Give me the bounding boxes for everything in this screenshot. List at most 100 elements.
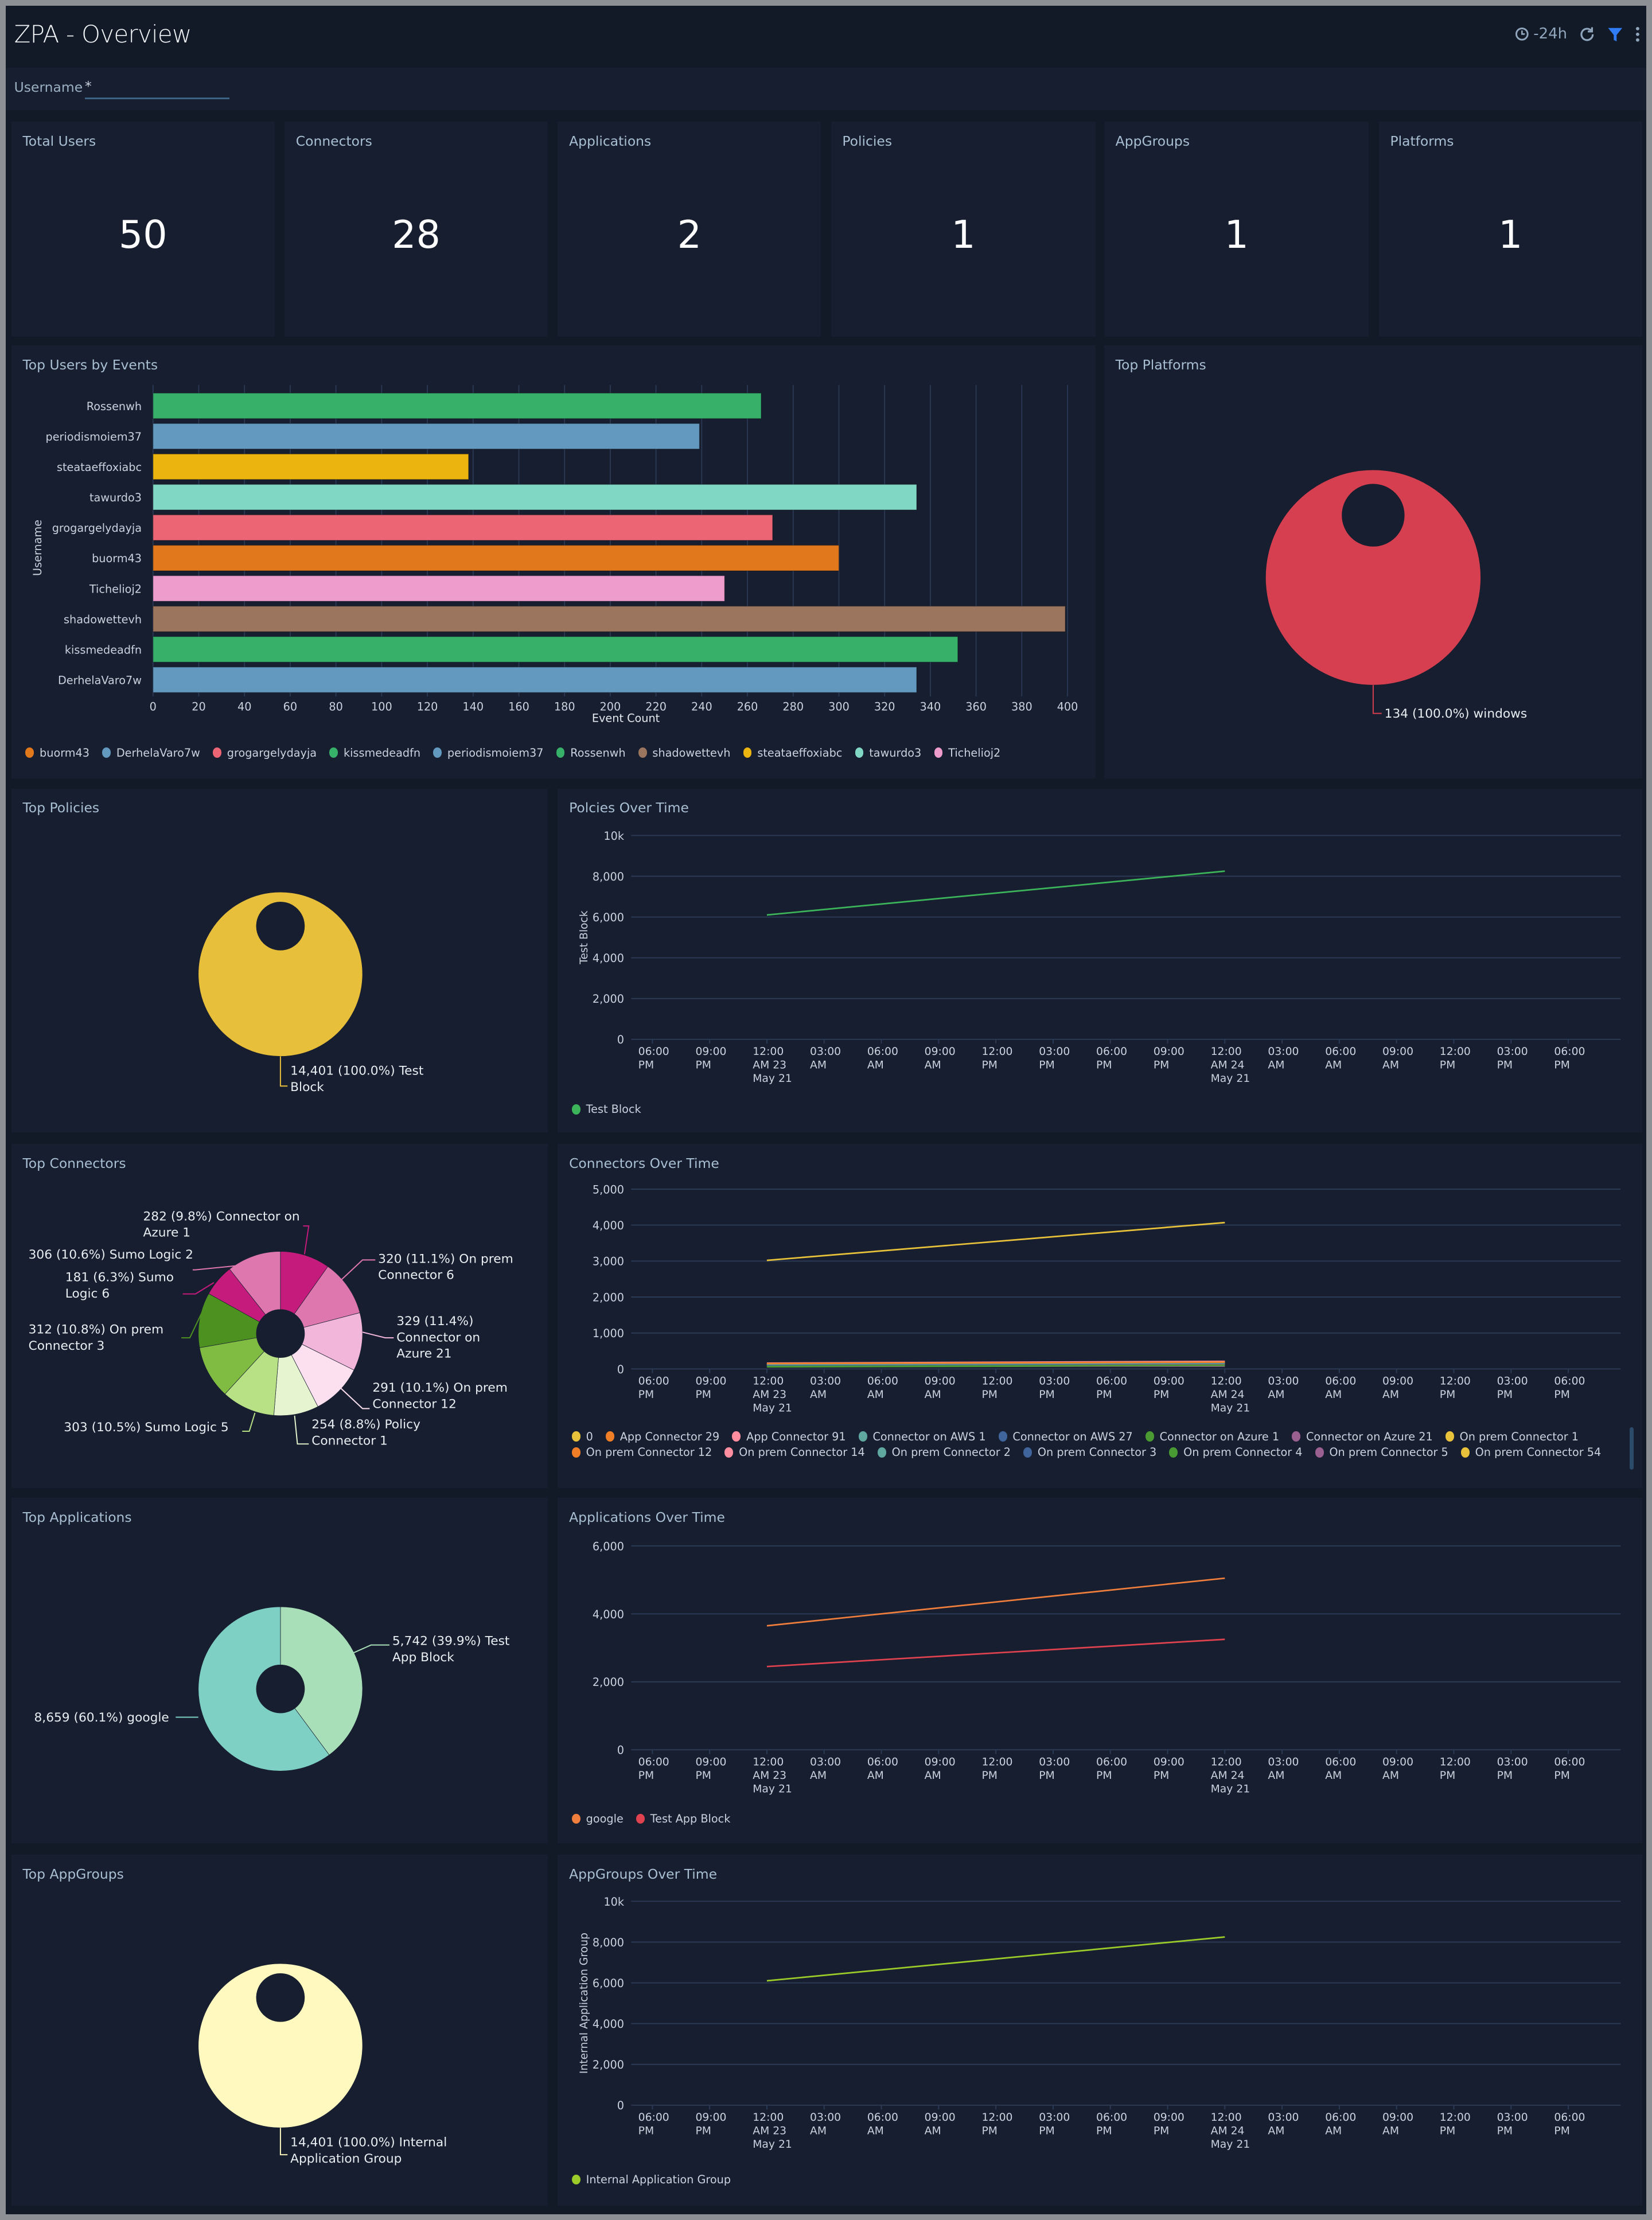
stat-label: Connectors [296, 133, 372, 149]
legend-item[interactable]: buorm43 [25, 746, 89, 760]
time-range-label: -24h [1533, 25, 1567, 42]
legend-item[interactable]: Connector on AWS 27 [999, 1430, 1133, 1443]
x-tick-label-line: 03:00 [810, 1756, 841, 1768]
refresh-icon[interactable] [1579, 26, 1596, 43]
legend-label: Connector on Azure 1 [1160, 1430, 1280, 1443]
legend-item[interactable]: DerhelaVaro7w [102, 746, 200, 760]
legend-item[interactable]: Connector on AWS 1 [859, 1430, 986, 1443]
x-tick-label-line: PM [1096, 2125, 1112, 2137]
x-tick-label-line: 12:00 [1211, 1046, 1242, 1058]
legend-item[interactable]: tawurdo3 [855, 746, 922, 760]
bar [153, 515, 773, 540]
legend-item[interactable]: periodismoiem37 [433, 746, 543, 760]
time-range-button[interactable]: -24h [1515, 25, 1567, 42]
x-tick-label: 300 [828, 700, 850, 714]
stat-label: Platforms [1390, 133, 1454, 149]
x-tick-label-line: PM [1497, 1059, 1513, 1071]
more-options-icon[interactable] [1635, 26, 1641, 43]
legend-item[interactable]: steataeffoxiabc [743, 746, 843, 760]
series-line [767, 1222, 1225, 1260]
slice-label-line: 312 (10.8%) On prem [28, 1323, 163, 1337]
x-tick-label-line: PM [638, 1770, 654, 1782]
legend-item[interactable]: On prem Connector 3 [1023, 1446, 1156, 1459]
slice-label-line: 291 (10.1%) On prem [372, 1381, 508, 1395]
x-tick-label-line: PM [982, 1059, 998, 1071]
bar [153, 576, 724, 601]
y-tick-label: tawurdo3 [89, 491, 142, 504]
bar [153, 606, 1065, 632]
legend-item[interactable]: On prem Connector 5 [1315, 1446, 1448, 1459]
legend-item[interactable]: Internal Application Group [572, 2173, 731, 2186]
legend-item[interactable]: On prem Connector 12 [572, 1446, 712, 1459]
legend-item[interactable]: Test Block [572, 1103, 641, 1116]
legend-label: Tichelioj2 [948, 746, 1000, 760]
legend-swatch [636, 1814, 645, 1824]
legend-item[interactable]: Rossenwh [556, 746, 626, 760]
slice-label: 303 (10.5%) Sumo Logic 5 [64, 1420, 228, 1435]
x-axis-label: Event Count [592, 712, 660, 725]
legend-item[interactable]: App Connector 29 [606, 1430, 719, 1443]
bar [153, 546, 839, 571]
y-tick-label: 0 [617, 2099, 624, 2112]
legend-item[interactable]: Connector on Azure 21 [1292, 1430, 1432, 1443]
legend-item[interactable]: Tichelioj2 [934, 746, 1001, 760]
y-tick-label: 2,000 [593, 992, 624, 1006]
x-tick-label-line: AM [925, 2125, 941, 2137]
legend-item[interactable]: grogargelydayja [213, 746, 317, 760]
x-tick-label-line: 09:00 [925, 1046, 956, 1058]
slice-label-line: Azure 21 [396, 1347, 451, 1361]
username-filter-input[interactable]: * [85, 78, 229, 100]
legend-item[interactable]: On prem Connector 1 [1446, 1430, 1579, 1443]
legend-item[interactable]: App Connector 91 [732, 1430, 846, 1443]
x-tick-label-line: PM [1440, 2125, 1455, 2137]
legend-label: Rossenwh [570, 746, 625, 760]
slice-label-line: 306 (10.6%) Sumo Logic 2 [28, 1248, 193, 1262]
legend-swatch [102, 747, 111, 757]
x-tick-label-line: PM [638, 1389, 654, 1401]
x-tick-label-line: AM 23 [753, 1389, 787, 1401]
series-line [767, 1639, 1225, 1666]
legend-item[interactable]: kissmedeadfn [329, 746, 420, 760]
legend-item[interactable]: On prem Connector 14 [724, 1446, 864, 1459]
x-tick-label-line: 12:00 [1440, 1376, 1471, 1388]
legend-swatch [572, 1104, 580, 1114]
label-leader-line [340, 1260, 375, 1281]
slice-label-line: 14,401 (100.0%) Internal [290, 2135, 447, 2149]
x-tick-label-line: 03:00 [1039, 1046, 1070, 1058]
x-tick-label-line: PM [1096, 1059, 1112, 1071]
legend-item[interactable]: On prem Connector 2 [878, 1446, 1011, 1459]
legend-item[interactable]: 0 [572, 1430, 593, 1443]
x-tick-label-line: 03:00 [1497, 1046, 1528, 1058]
legend-item[interactable]: shadowettevh [638, 746, 731, 760]
legend-item[interactable]: Connector on Azure 1 [1146, 1430, 1279, 1443]
legend-swatch [724, 1447, 733, 1457]
legend-item[interactable]: On prem Connector 54 [1461, 1446, 1601, 1459]
x-tick-label-line: 12:00 [982, 2112, 1013, 2124]
x-tick-label-line: AM [925, 1389, 941, 1401]
legend-label: On prem Connector 5 [1329, 1446, 1448, 1459]
x-tick-label-line: 09:00 [696, 1046, 727, 1058]
legend-item[interactable]: On prem Connector 4 [1169, 1446, 1302, 1459]
filter-icon[interactable] [1607, 26, 1624, 43]
legend-item[interactable]: Test App Block [636, 1812, 730, 1825]
slice-label: 306 (10.6%) Sumo Logic 2 [28, 1248, 193, 1262]
legend-item[interactable]: google [572, 1812, 624, 1825]
legend-label: Internal Application Group [586, 2173, 731, 2186]
